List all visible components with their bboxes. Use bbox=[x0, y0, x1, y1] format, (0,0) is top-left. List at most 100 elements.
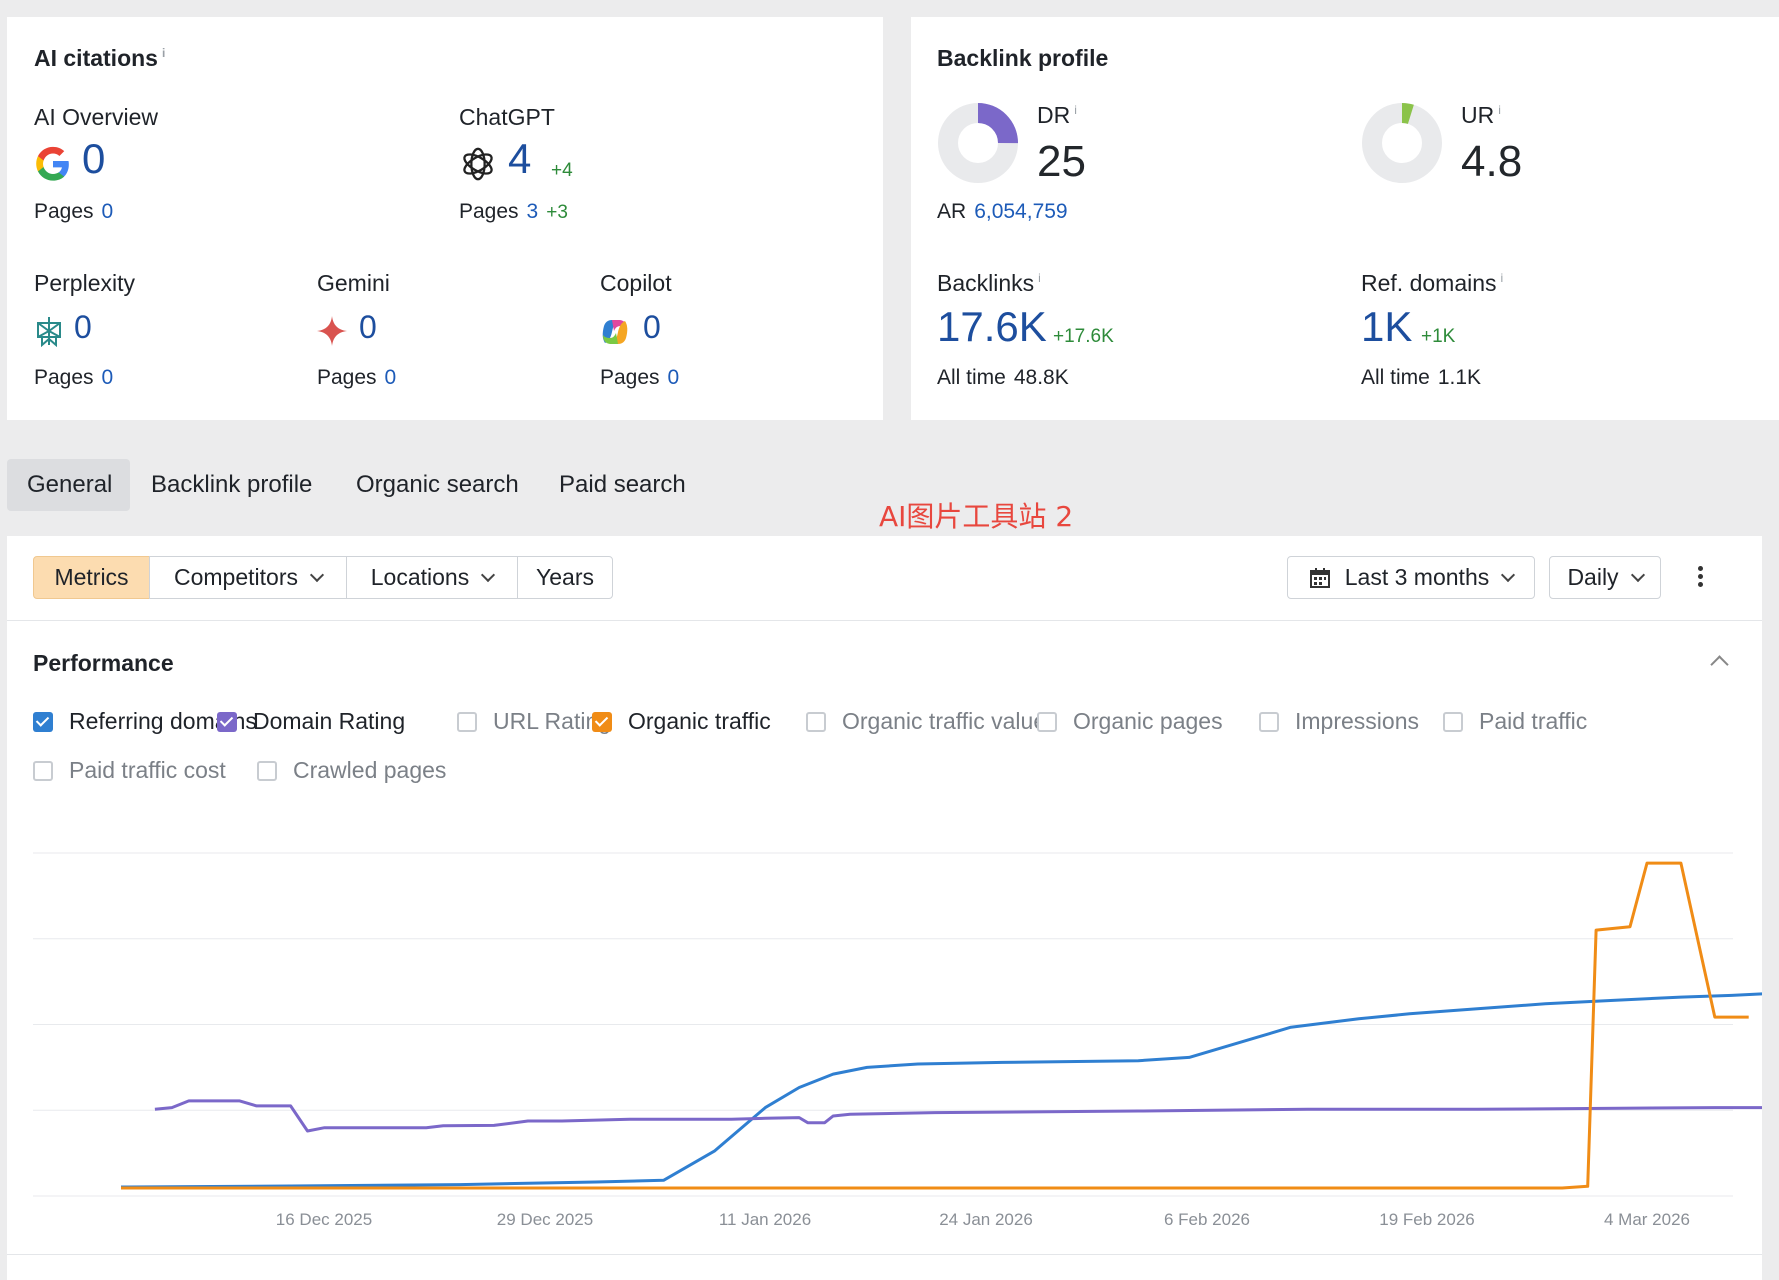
x-tick-label: 4 Mar 2026 bbox=[1604, 1210, 1690, 1229]
ur-donut-chart bbox=[1362, 103, 1442, 183]
checkbox-url-rating[interactable] bbox=[457, 712, 477, 732]
series-line-referring-domains bbox=[120, 992, 1762, 1189]
chatgpt-label: ChatGPT bbox=[459, 104, 555, 130]
tab-general[interactable]: General bbox=[27, 471, 113, 498]
checkbox-organic-traffic[interactable] bbox=[592, 712, 612, 732]
alltime-label: All time bbox=[1361, 366, 1430, 389]
x-tick-label: 24 Jan 2026 bbox=[939, 1210, 1033, 1229]
gemini-pages: Pages 0 bbox=[317, 366, 396, 390]
info-icon[interactable]: i bbox=[1074, 103, 1077, 118]
backlinks-alltime: All time 48.8K bbox=[937, 366, 1069, 390]
ar-label: AR bbox=[937, 200, 967, 223]
x-tick-label: 16 Dec 2025 bbox=[276, 1210, 372, 1229]
competitors-dropdown[interactable]: Competitors bbox=[149, 556, 347, 599]
pages-value: 0 bbox=[667, 366, 680, 389]
ur-label-text: UR bbox=[1461, 102, 1495, 128]
date-range-dropdown[interactable]: Last 3 months bbox=[1287, 556, 1535, 599]
more-options-icon[interactable] bbox=[1698, 566, 1704, 592]
calendar-icon bbox=[1309, 567, 1330, 588]
checkbox-label[interactable]: Organic traffic bbox=[628, 708, 771, 734]
tab-paid-search[interactable]: Paid search bbox=[559, 471, 686, 498]
performance-title: Performance bbox=[33, 650, 174, 676]
checkbox-label[interactable]: Organic traffic value bbox=[842, 708, 1047, 734]
ref-domains-delta: +1K bbox=[1421, 326, 1456, 347]
info-icon[interactable]: i bbox=[1500, 271, 1504, 286]
ai-citations-title-text: AI citations bbox=[34, 45, 158, 71]
watermark-text: AI图片工具站 2 bbox=[879, 500, 1074, 533]
chatgpt-icon bbox=[463, 147, 493, 181]
checkbox-domain-rating[interactable] bbox=[217, 712, 237, 732]
x-tick-label: 6 Feb 2026 bbox=[1164, 1210, 1250, 1229]
tab-backlink-profile[interactable]: Backlink profile bbox=[151, 471, 313, 498]
perplexity-label: Perplexity bbox=[34, 270, 135, 296]
alltime-value: 48.8K bbox=[1013, 366, 1069, 389]
panel-bottom-divider bbox=[7, 1254, 1762, 1255]
backlinks-delta: +17.6K bbox=[1053, 326, 1114, 347]
info-icon[interactable]: i bbox=[161, 46, 166, 61]
interval-label: Daily bbox=[1567, 564, 1619, 590]
info-icon[interactable]: i bbox=[1498, 103, 1501, 118]
ai-citations-title: AI citations i bbox=[34, 45, 165, 72]
checkbox-label[interactable]: Impressions bbox=[1295, 708, 1419, 734]
ai-overview-label: AI Overview bbox=[34, 104, 158, 130]
checkbox-crawled-pages[interactable] bbox=[257, 761, 277, 781]
copilot-label: Copilot bbox=[600, 270, 672, 296]
checkbox-organic-pages[interactable] bbox=[1037, 712, 1057, 732]
perplexity-value: 0 bbox=[74, 309, 92, 345]
ai-citations-card: AI citations i AI Overview 0 Pages 0 ChatG… bbox=[7, 17, 883, 420]
competitors-label: Competitors bbox=[174, 564, 298, 590]
ai-overview-value: 0 bbox=[82, 135, 106, 182]
chatgpt-value: 4 bbox=[508, 135, 532, 182]
gemini-icon bbox=[317, 316, 347, 346]
ai-overview-pages: Pages 0 bbox=[34, 200, 113, 224]
checkbox-paid-traffic[interactable] bbox=[1443, 712, 1463, 732]
ref-domains-value: 1K bbox=[1361, 303, 1413, 350]
interval-dropdown[interactable]: Daily bbox=[1549, 556, 1661, 599]
tab-organic-search[interactable]: Organic search bbox=[356, 471, 519, 498]
ar-row: AR 6,054,759 bbox=[937, 200, 1068, 224]
series-line-domain-rating bbox=[154, 1099, 1762, 1133]
dr-donut-chart bbox=[938, 103, 1018, 183]
pages-label: Pages bbox=[459, 200, 519, 223]
x-tick-label: 19 Feb 2026 bbox=[1379, 1210, 1474, 1229]
chatgpt-pages: Pages 3 +3 bbox=[459, 200, 568, 224]
backlinks-value: 17.6K bbox=[937, 303, 1047, 350]
performance-chart: 16 Dec 2025 29 Dec 2025 11 Jan 2026 24 Jan … bbox=[33, 852, 1762, 1229]
ur-label: UR i bbox=[1461, 102, 1501, 129]
pages-label: Pages bbox=[317, 366, 377, 389]
locations-dropdown[interactable]: Locations bbox=[346, 556, 518, 599]
pages-label: Pages bbox=[600, 366, 660, 389]
copilot-icon bbox=[602, 320, 628, 344]
ref-domains-alltime: All time 1.1K bbox=[1361, 366, 1481, 390]
pages-value: 0 bbox=[101, 366, 114, 389]
perplexity-pages: Pages 0 bbox=[34, 366, 113, 390]
perplexity-icon bbox=[37, 317, 61, 347]
checkbox-label[interactable]: Crawled pages bbox=[293, 757, 447, 783]
ref-domains-label-text: Ref. domains bbox=[1361, 270, 1497, 296]
checkbox-paid-traffic-cost[interactable] bbox=[33, 761, 53, 781]
pages-value: 0 bbox=[384, 366, 397, 389]
metrics-button[interactable]: Metrics bbox=[33, 556, 150, 599]
checkbox-referring-domains[interactable] bbox=[33, 712, 53, 732]
checkbox-organic-traffic-value[interactable] bbox=[806, 712, 826, 732]
date-range-label: Last 3 months bbox=[1344, 564, 1490, 590]
info-icon[interactable]: i bbox=[1038, 271, 1041, 286]
dr-label-text: DR bbox=[1037, 102, 1071, 128]
years-button[interactable]: Years bbox=[517, 556, 613, 599]
ar-value: 6,054,759 bbox=[974, 200, 1068, 223]
dr-label: DR i bbox=[1037, 102, 1077, 129]
ur-value: 4.8 bbox=[1461, 137, 1523, 186]
checkbox-impressions[interactable] bbox=[1259, 712, 1279, 732]
backlink-profile-card: Backlink profile DR i 25 AR 6,054,759 UR i … bbox=[911, 17, 1779, 420]
pages-value: 3 bbox=[526, 200, 539, 223]
ur-donut-arc bbox=[1362, 103, 1442, 183]
gemini-value: 0 bbox=[359, 309, 377, 345]
checkbox-label[interactable]: Organic pages bbox=[1073, 708, 1223, 734]
chatgpt-delta: +4 bbox=[551, 160, 573, 181]
checkbox-label[interactable]: Paid traffic cost bbox=[69, 757, 226, 783]
ref-domains-label: Ref. domains i bbox=[1361, 270, 1503, 297]
overview-panel: Metrics Competitors Locations Years Last… bbox=[7, 536, 1762, 1280]
toolbar-divider bbox=[7, 620, 1762, 621]
checkbox-label[interactable]: Paid traffic bbox=[1479, 708, 1588, 734]
checkbox-label[interactable]: Domain Rating bbox=[253, 708, 406, 734]
